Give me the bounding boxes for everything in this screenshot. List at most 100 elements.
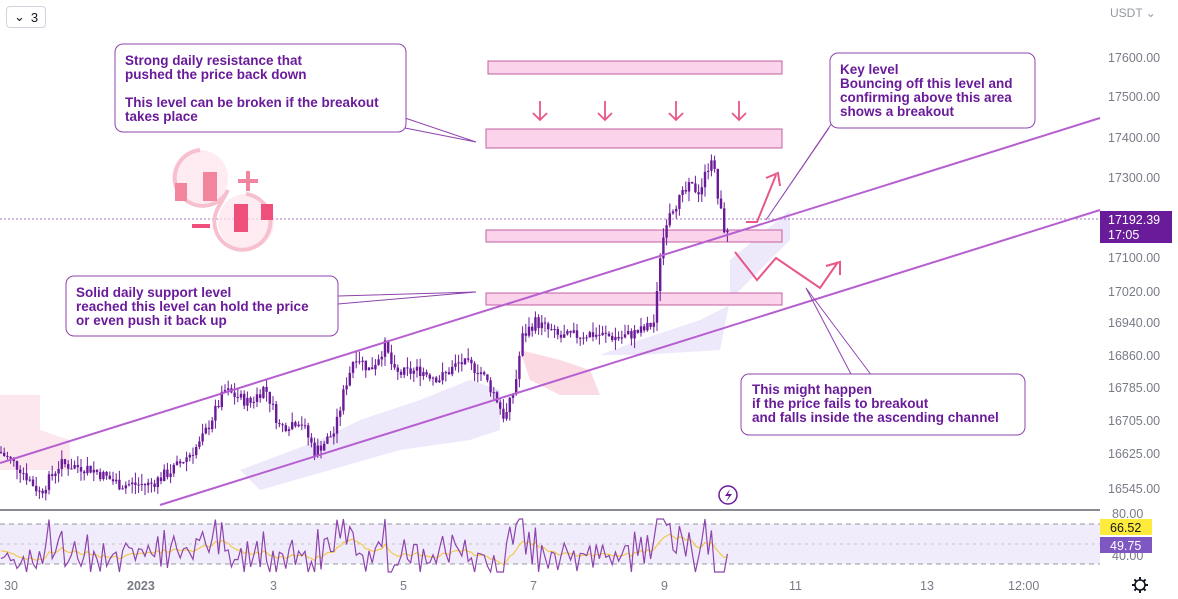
price-tick: 17500.00	[1108, 90, 1160, 104]
candle-body	[348, 372, 351, 386]
candle-body	[15, 461, 19, 470]
candle-body	[233, 392, 236, 397]
candle-body	[323, 443, 326, 451]
candle-body	[179, 461, 182, 464]
candle-body	[140, 483, 143, 485]
callout-support-line: reached this level can hold the price	[76, 299, 309, 314]
candle-body	[556, 328, 559, 335]
candle-body	[492, 392, 495, 394]
candles	[0, 154, 729, 501]
currency-selector[interactable]: USDT ⌄	[1110, 6, 1156, 20]
candle-body	[262, 386, 265, 398]
time-axis[interactable]: 30 2023 3 5 7 9 11 13 12:00	[4, 579, 1039, 593]
interval-label: 3	[30, 9, 39, 25]
candle-body	[521, 333, 524, 356]
callout-key-level-line: shows a breakout	[840, 104, 955, 119]
candle-body	[595, 334, 598, 337]
candle-body	[291, 422, 294, 430]
candle-body	[159, 477, 163, 481]
price-tick: 17300.00	[1108, 171, 1160, 185]
candle-body	[214, 405, 217, 421]
breakout-arrow	[746, 171, 781, 223]
channel-lower	[159, 209, 1101, 506]
callout-resistance-line: This level can be broken if the breakout	[125, 95, 379, 110]
candle-body	[287, 429, 291, 432]
cloud-layer	[0, 210, 790, 490]
candle-body	[204, 427, 207, 434]
candle-body	[591, 332, 595, 337]
time-tick: 7	[530, 579, 537, 593]
time-tick: 11	[789, 579, 802, 593]
candle-body	[563, 334, 566, 338]
candle-body	[131, 482, 134, 485]
time-tick: 12:00	[1008, 579, 1039, 593]
candle-body	[575, 330, 579, 338]
candle-body	[268, 391, 271, 404]
candle-body	[329, 436, 332, 438]
candle-body	[143, 483, 147, 486]
candle-body	[153, 483, 156, 487]
candle-body	[649, 322, 652, 327]
candle-body	[227, 388, 230, 391]
candle-body	[102, 471, 105, 480]
candle-body	[438, 380, 441, 383]
candle-body	[182, 462, 185, 464]
candle-body	[326, 436, 329, 444]
down-arrows	[532, 101, 747, 122]
candle-body	[479, 372, 483, 375]
candle-body	[310, 437, 313, 443]
candle-body	[342, 389, 345, 411]
current-price-label	[1100, 211, 1172, 243]
candle-body	[636, 330, 639, 333]
candle-body	[691, 182, 694, 184]
fail-arrow	[734, 251, 841, 290]
candle-body	[409, 368, 412, 374]
candle-body	[31, 479, 35, 486]
callout-resistance-line: pushed the price back down	[125, 67, 307, 82]
candle-body	[236, 396, 239, 398]
candle-body	[543, 322, 547, 324]
candle-body	[35, 485, 38, 492]
candle-body	[633, 330, 636, 339]
candle-body	[51, 474, 54, 476]
candle-body	[83, 471, 86, 474]
candle-body	[99, 472, 102, 480]
candle-body	[54, 473, 57, 476]
arrow-down-icon	[597, 101, 613, 122]
candle-body	[412, 370, 415, 374]
zone-resistance	[485, 128, 783, 149]
candle-body	[249, 397, 252, 403]
candle-body	[9, 456, 12, 459]
candle-body	[70, 468, 73, 470]
candle-body	[25, 473, 28, 481]
time-tick: 30	[4, 579, 18, 593]
candle-body	[665, 225, 668, 238]
currency-label: USDT	[1110, 6, 1143, 20]
candle-body	[108, 475, 111, 480]
candle-body	[284, 425, 287, 432]
candle-body	[60, 459, 63, 469]
current-price-value: 17192.39	[1108, 213, 1160, 227]
price-tick: 17600.00	[1108, 51, 1160, 65]
candle-body	[371, 367, 374, 370]
gear-icon[interactable]	[1132, 577, 1148, 593]
candle-body	[687, 182, 691, 192]
candle-body	[614, 336, 617, 341]
rsi-tick: 80.00	[1112, 507, 1143, 521]
candle-body	[211, 420, 214, 430]
candle-body	[76, 465, 79, 468]
candle-body	[617, 336, 620, 339]
candle-body	[387, 340, 390, 353]
price-axis[interactable]: 17600.00 17500.00 17400.00 17300.00 1710…	[1108, 51, 1160, 496]
zone-resistance-upper	[487, 60, 783, 75]
candle-body	[393, 364, 396, 368]
candle-body	[719, 198, 723, 209]
interval-button[interactable]: ⌄ 3	[6, 6, 47, 28]
candle-body	[422, 372, 425, 377]
zone-key-level	[485, 229, 783, 243]
lightning-icon[interactable]	[718, 485, 738, 505]
candle-body	[399, 371, 403, 375]
candle-body	[495, 392, 499, 403]
candle-body	[281, 424, 284, 426]
